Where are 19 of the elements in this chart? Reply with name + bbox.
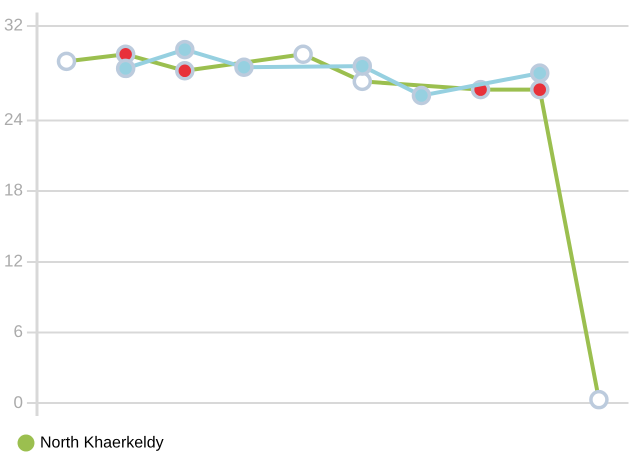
- point: [293, 44, 313, 64]
- point: [412, 86, 432, 106]
- legend-label: North Khaerkeldy: [40, 434, 164, 452]
- y-tick-label: 32: [4, 16, 23, 35]
- y-tick-label: 12: [4, 251, 23, 270]
- point: [530, 63, 550, 83]
- point: [56, 52, 76, 72]
- y-tick-label: 24: [4, 110, 23, 129]
- point: [116, 58, 136, 78]
- y-tick-label: 0: [13, 392, 23, 412]
- point: [175, 61, 195, 81]
- y-tick-label: 18: [4, 180, 23, 200]
- point: [589, 390, 609, 410]
- y-tick-label: 6: [13, 322, 23, 342]
- point: [352, 56, 372, 76]
- point: [234, 57, 254, 77]
- point: [352, 72, 372, 92]
- point: [175, 40, 195, 60]
- point: [530, 80, 550, 100]
